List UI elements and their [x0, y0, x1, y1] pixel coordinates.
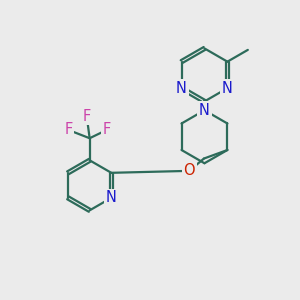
Text: N: N: [199, 103, 210, 118]
Text: F: F: [64, 122, 73, 137]
Text: N: N: [176, 81, 187, 96]
Text: F: F: [103, 122, 111, 137]
Text: N: N: [222, 81, 233, 96]
Text: F: F: [82, 109, 91, 124]
Text: N: N: [106, 190, 117, 205]
Text: O: O: [183, 164, 195, 178]
